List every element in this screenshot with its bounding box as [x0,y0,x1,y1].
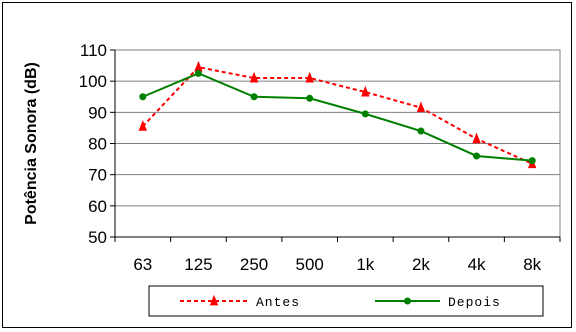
x-tick-label: 250 [240,255,268,274]
y-tick-label: 110 [80,41,107,60]
data-point-circle [306,94,314,102]
data-point-triangle [361,85,370,97]
y-tick-label: 50 [88,228,107,247]
legend-label: Depois [448,295,501,310]
y-tick-label: 80 [88,135,107,154]
x-tick-label: 2k [412,255,430,274]
x-tick-label: 500 [296,255,324,274]
x-tick-label: 63 [133,255,152,274]
data-point-triangle [472,132,481,144]
y-axis-tick-labels: 50 60 70 80 90 100 110 [79,41,107,247]
data-point-circle [361,110,369,118]
y-tick-label: 60 [88,197,107,216]
series-depois [139,69,536,165]
data-point-circle [139,93,147,101]
data-point-triangle [138,120,148,131]
data-point-triangle [209,294,219,306]
legend: Antes Depois [148,285,544,317]
y-tick-label: 100 [79,72,107,91]
y-tick-label: 70 [88,166,107,185]
series-line [142,72,533,162]
series-layer [138,60,537,169]
data-point-triangle [305,71,314,83]
data-point-circle [528,157,536,165]
legend-entry-antes: Antes [180,294,300,310]
data-point-triangle [194,60,203,72]
y-tick-label: 90 [88,103,107,122]
data-point-circle [404,297,411,305]
x-tick-label: 8k [523,255,541,274]
data-point-circle [417,127,425,135]
data-point-triangle [416,101,426,113]
x-tick-label: 4k [468,255,486,274]
y-axis-title: Potência Sonora (dB) [23,62,40,225]
x-tick-label: 1k [356,255,374,274]
x-axis-tick-labels: 63 125 250 500 1k 2k 4k 8k [133,255,541,274]
gridlines [110,49,560,238]
data-point-circle [194,69,202,77]
data-point-circle [250,93,258,101]
legend-entry-depois: Depois [375,295,501,310]
x-axis-ticks [114,237,561,242]
data-point-triangle [249,71,259,83]
legend-label: Antes [256,295,300,310]
data-point-circle [473,152,481,160]
x-tick-label: 125 [184,255,212,274]
